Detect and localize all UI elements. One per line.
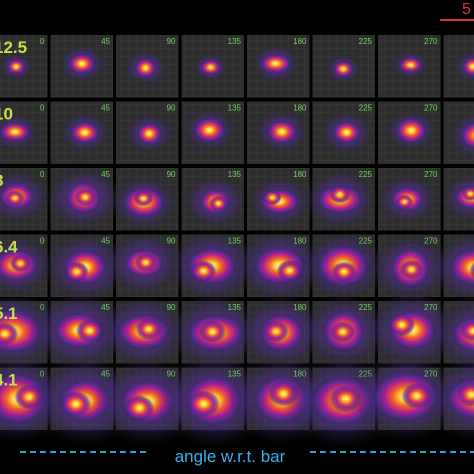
scale-label: 5 xyxy=(462,1,471,18)
angle-label: 270 xyxy=(424,303,438,312)
beam-lobe xyxy=(399,259,424,280)
angle-label: 180 xyxy=(293,104,307,113)
beam-lobe xyxy=(460,320,474,342)
beam xyxy=(395,117,428,144)
beam-lobe xyxy=(469,261,474,279)
beam-lobe xyxy=(60,391,92,417)
beam xyxy=(266,119,298,144)
beam-lobe xyxy=(0,322,19,346)
angle-label: 225 xyxy=(359,170,373,179)
row-label: 4.1 xyxy=(0,371,18,390)
beam-lobe xyxy=(388,313,416,337)
beam xyxy=(332,121,361,144)
beam-lobe xyxy=(187,390,220,418)
angle-label: 135 xyxy=(228,37,242,46)
beam-lobe xyxy=(330,321,356,343)
angle-label: 0 xyxy=(40,37,45,46)
angle-label: 0 xyxy=(40,170,45,179)
beam-lobe xyxy=(331,261,357,282)
beam-lobe xyxy=(134,253,157,272)
beam-lobe xyxy=(456,382,474,407)
row-label: 8 xyxy=(0,171,3,190)
angle-label: 135 xyxy=(228,370,242,379)
angle-label: 180 xyxy=(293,237,307,246)
label-bg xyxy=(150,446,310,466)
angle-label: 45 xyxy=(101,170,110,179)
angle-label: 180 xyxy=(293,303,307,312)
angle-label: 225 xyxy=(359,237,373,246)
angle-label: 225 xyxy=(359,37,373,46)
angle-label: 225 xyxy=(359,303,373,312)
beam xyxy=(6,58,26,75)
angle-label: 45 xyxy=(101,104,110,113)
beam-lobe xyxy=(199,320,226,343)
beam-lobe xyxy=(395,194,414,210)
beam-lobe xyxy=(263,320,289,342)
angle-label: 180 xyxy=(293,37,307,46)
row-label: 10 xyxy=(0,105,13,124)
beam xyxy=(462,56,474,77)
beam-lobe xyxy=(9,254,31,273)
beam xyxy=(134,57,157,79)
beam-lobe xyxy=(124,395,155,421)
angle-label: 90 xyxy=(167,237,176,246)
angle-label: 180 xyxy=(293,170,307,179)
row-label: 5.1 xyxy=(0,304,18,323)
beam xyxy=(259,53,292,74)
beam-lobe xyxy=(64,261,89,282)
angle-label: 45 xyxy=(101,303,110,312)
beam-lobe xyxy=(209,195,228,212)
angle-label: 0 xyxy=(40,237,45,246)
row-label: 12.5 xyxy=(0,38,27,57)
image-grid: 0 45 90 135 180 225 270 12.5 0 45 90 135 180 225 270 10… xyxy=(0,35,474,450)
beam-lobe xyxy=(276,260,303,282)
angle-label: 90 xyxy=(167,104,176,113)
beam xyxy=(459,121,474,150)
angle-label: 45 xyxy=(101,37,110,46)
angle-label: 135 xyxy=(228,170,242,179)
angle-label: 270 xyxy=(424,170,438,179)
beam xyxy=(0,121,31,142)
angle-label: 90 xyxy=(167,170,176,179)
angle-label: 90 xyxy=(167,37,176,46)
angle-label: 135 xyxy=(228,237,242,246)
beam-lobe xyxy=(5,190,25,206)
angle-label: 90 xyxy=(167,303,176,312)
beam-lobe xyxy=(329,185,351,204)
beam xyxy=(193,117,226,143)
angle-label: 270 xyxy=(424,370,438,379)
angle-label: 270 xyxy=(424,37,438,46)
beam xyxy=(69,121,100,144)
beam xyxy=(448,247,474,287)
angle-label: 270 xyxy=(424,104,438,113)
beam-lobe xyxy=(461,186,474,202)
beam-lobe xyxy=(133,190,154,207)
angle-label: 270 xyxy=(424,237,438,246)
angle-label: 225 xyxy=(359,104,373,113)
angle-label: 135 xyxy=(228,104,242,113)
beam-lobe xyxy=(190,260,217,282)
beam xyxy=(200,59,222,76)
angle-label: 45 xyxy=(101,237,110,246)
beam xyxy=(67,53,97,75)
beam-lobe xyxy=(263,189,282,206)
beam xyxy=(136,122,163,145)
beam-lobe xyxy=(74,188,97,207)
beam-lobe xyxy=(135,318,162,340)
angle-label: 135 xyxy=(228,303,242,312)
beam xyxy=(333,60,354,78)
row-label: 6.4 xyxy=(0,238,18,257)
axis-label: angle w.r.t. bar xyxy=(175,447,286,466)
beam xyxy=(398,56,423,74)
beam-lobe xyxy=(75,319,104,343)
angle-label: 0 xyxy=(40,104,45,113)
